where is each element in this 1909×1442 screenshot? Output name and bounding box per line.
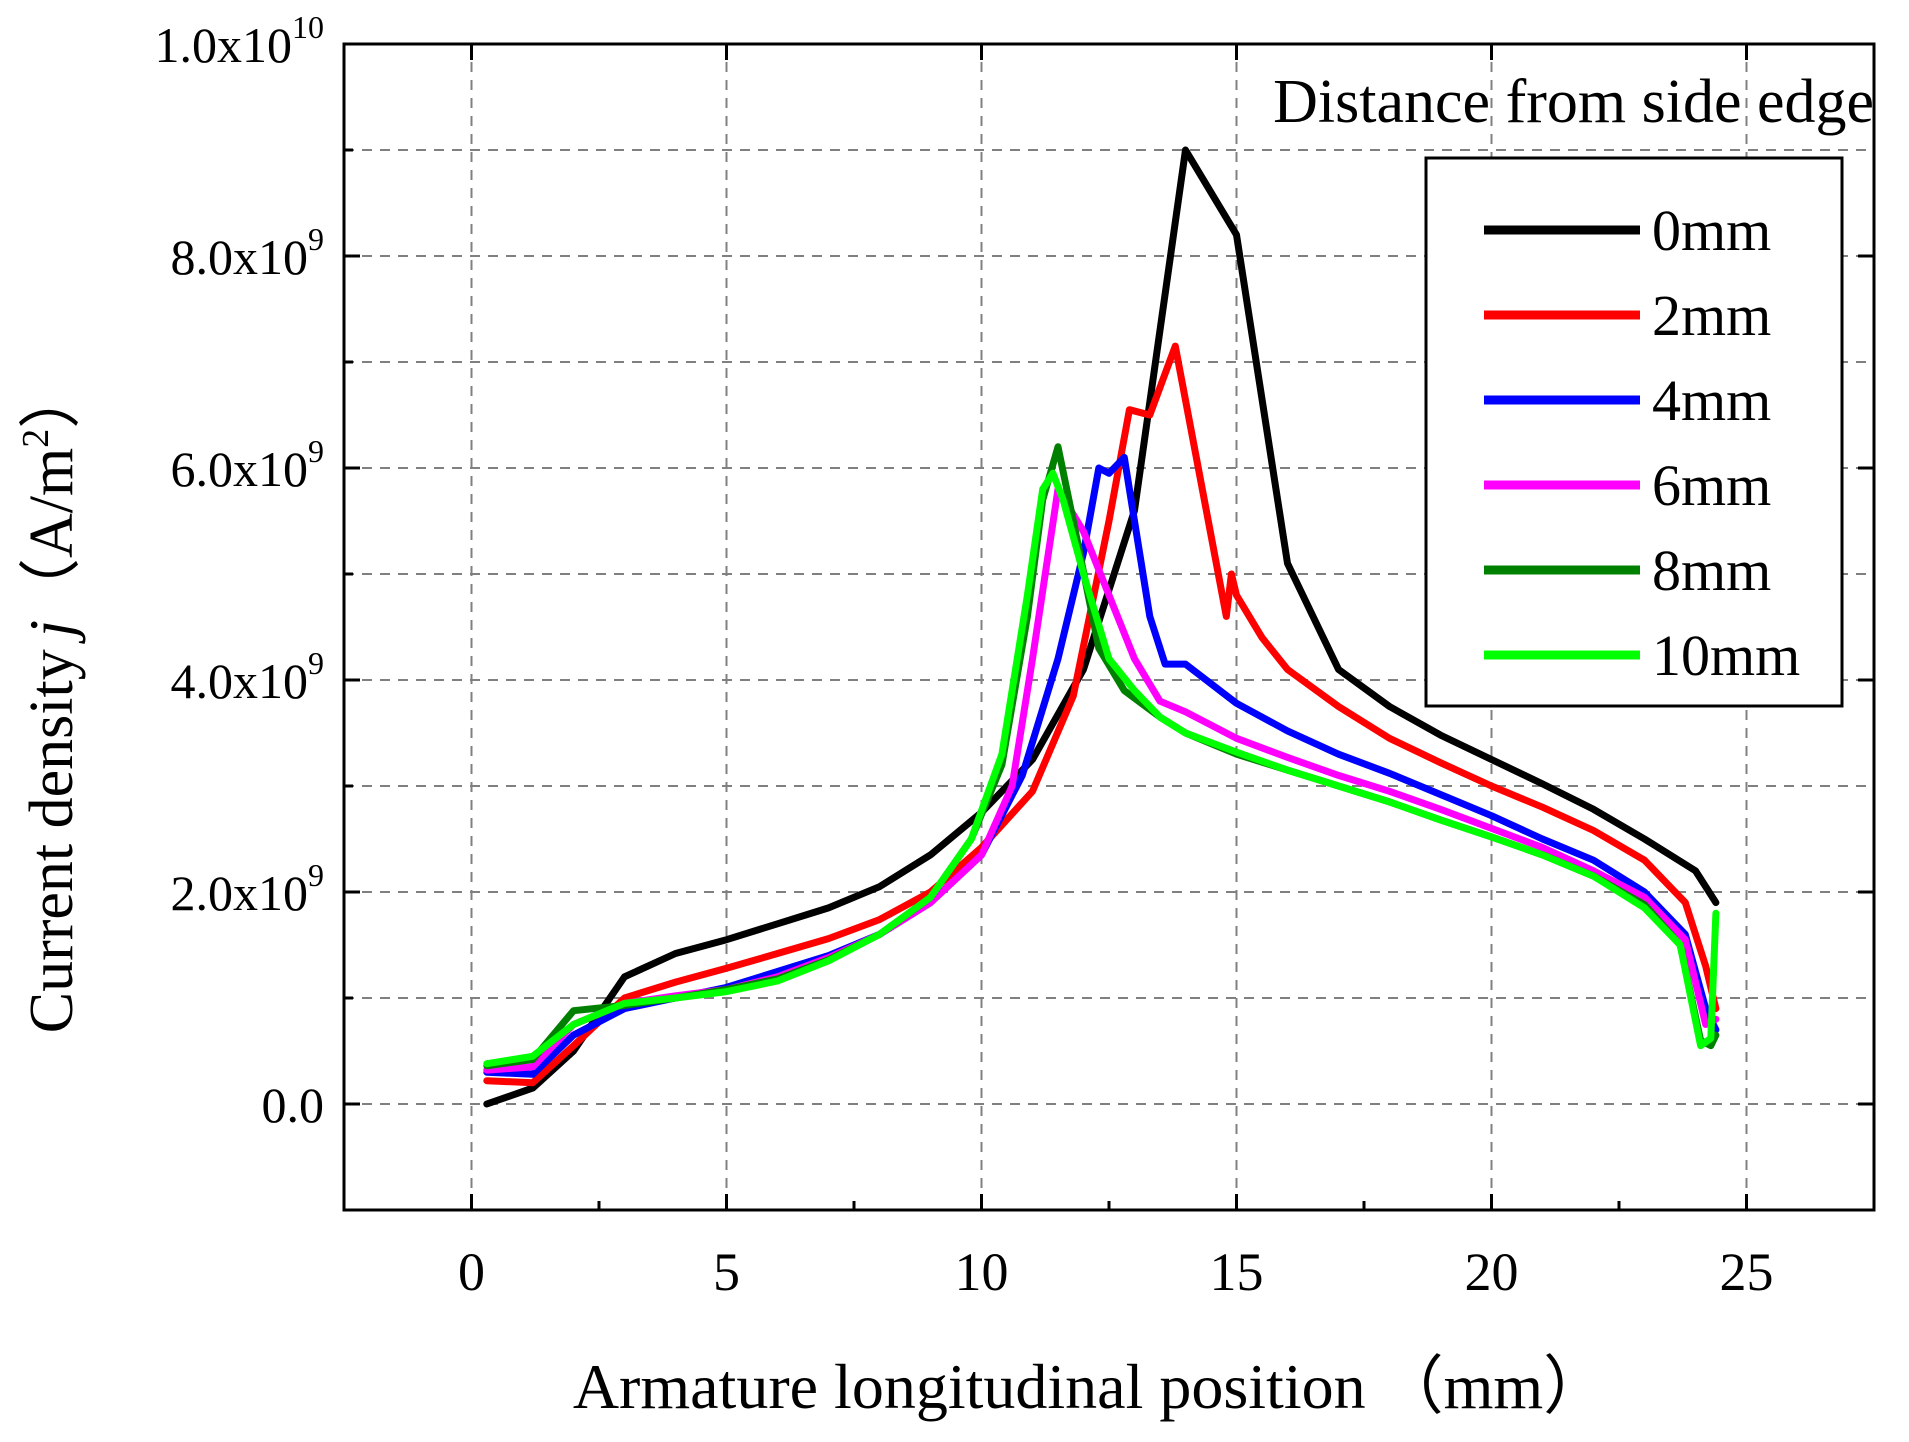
- legend-label-10mm: 10mm: [1652, 623, 1800, 688]
- y-axis-label-text: Current density: [18, 649, 86, 1033]
- x-tick-label: 5: [713, 1242, 740, 1302]
- legend-box: [1424, 156, 1844, 708]
- data-series: [483, 146, 1720, 1108]
- x-axis-label-text: Armature longitudinal position: [573, 1351, 1366, 1422]
- x-tick-label: 0: [458, 1242, 485, 1302]
- legend-label-2mm: 2mm: [1652, 283, 1771, 348]
- x-tick-label: 20: [1465, 1242, 1519, 1302]
- y-tick-label: 6.0x109: [171, 433, 325, 497]
- legend-label-8mm: 8mm: [1652, 538, 1771, 603]
- y-tick-label: 4.0x109: [171, 645, 325, 709]
- x-axis-label: Armature longitudinal position （mm）: [573, 1351, 1607, 1422]
- x-tick-labels: 0 5 10 15 20 25: [458, 1242, 1774, 1302]
- plot-area-frame: [342, 42, 1876, 1212]
- y-axis-label-unit: A/m: [18, 448, 86, 558]
- legend: 0mm 2mm 4mm 6mm 8mm 10mm: [1424, 156, 1844, 708]
- legend-label-6mm: 6mm: [1652, 453, 1771, 518]
- legend-label-4mm: 4mm: [1652, 368, 1771, 433]
- x-axis-label-unit: mm: [1444, 1351, 1544, 1422]
- legend-label-0mm: 0mm: [1652, 198, 1771, 263]
- x-tick-label: 25: [1720, 1242, 1774, 1302]
- y-tick-label: 2.0x109: [171, 857, 325, 921]
- y-tick-label: 1.0x1010: [155, 9, 325, 73]
- y-tick-label: 0.0: [262, 1077, 325, 1133]
- x-tick-label: 10: [955, 1242, 1009, 1302]
- legend-title: Distance from side edge: [1273, 68, 1874, 136]
- series-line-10mm: [483, 469, 1720, 1068]
- y-tick-labels: 0.0 2.0x109 4.0x109 6.0x109 8.0x109 1.0x1010: [155, 9, 325, 1133]
- y-axis-label: Current densityj（A/m2）: [15, 367, 86, 1034]
- series-line-2mm: [483, 342, 1720, 1087]
- y-tick-label: 8.0x109: [171, 221, 325, 285]
- y-axis-label-unit-power: 2: [15, 429, 57, 448]
- x-tick-label: 15: [1210, 1242, 1264, 1302]
